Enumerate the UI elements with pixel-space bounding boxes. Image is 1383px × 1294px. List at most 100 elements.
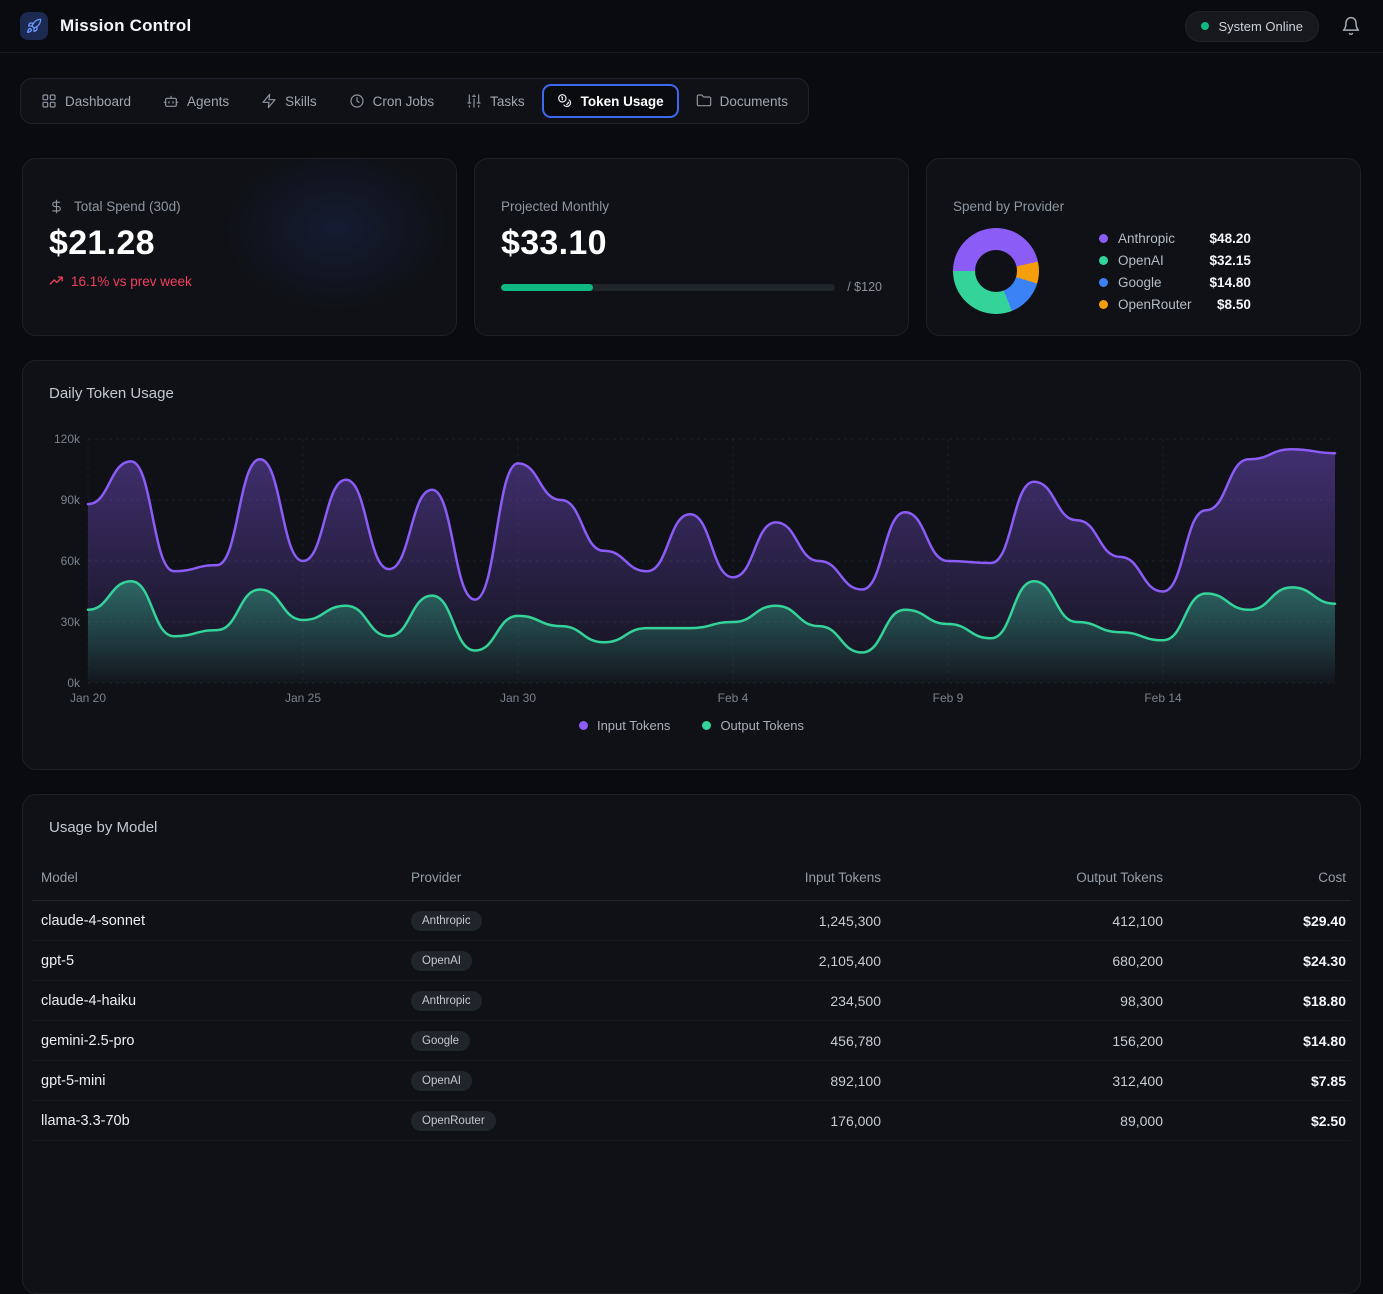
clock-icon	[349, 93, 365, 109]
column-header-input-tokens: Input Tokens	[632, 870, 890, 885]
input-tokens-cell: 176,000	[632, 1113, 890, 1129]
primary-nav: DashboardAgentsSkillsCron JobsTasksToken…	[20, 78, 809, 124]
provider-spend-value: $48.20	[1210, 231, 1251, 246]
nav-tab-cron-jobs[interactable]: Cron Jobs	[334, 84, 450, 118]
column-header-cost: Cost	[1172, 870, 1355, 885]
provider-legend-item: Anthropic	[1099, 231, 1192, 246]
projected-monthly-card: Projected Monthly $33.10 / $120	[474, 158, 909, 336]
model-name: gemini-2.5-pro	[32, 1033, 402, 1049]
provider-spend-value: $32.15	[1210, 253, 1251, 268]
nav-tab-skills[interactable]: Skills	[246, 84, 332, 118]
trend-text: 16.1% vs prev week	[71, 274, 192, 289]
table-row[interactable]: gemini-2.5-proGoogle456,780156,200$14.80	[32, 1021, 1351, 1061]
output-tokens-cell: 98,300	[890, 993, 1172, 1009]
table-header-row: ModelProviderInput TokensOutput TokensCo…	[32, 860, 1351, 901]
nav-tab-documents[interactable]: Documents	[681, 84, 803, 118]
output-tokens-cell: 312,400	[890, 1073, 1172, 1089]
legend-dot-icon	[1099, 278, 1108, 287]
provider-spend-value: $14.80	[1210, 275, 1251, 290]
spend-by-provider-card: Spend by Provider Anthropic $48.20 OpenAI $…	[926, 158, 1361, 336]
provider-donut-chart	[953, 228, 1039, 314]
output-tokens-cell: 412,100	[890, 913, 1172, 929]
daily-token-usage-panel: Daily Token Usage 0k30k60k90k120kJan 20J…	[22, 360, 1361, 770]
total-spend-card: Total Spend (30d) $21.28 16.1% vs prev w…	[22, 158, 457, 336]
notifications-button[interactable]	[1339, 14, 1363, 38]
app-logo	[20, 12, 48, 40]
input-tokens-cell: 2,105,400	[632, 953, 890, 969]
dashboard-grid-icon	[41, 93, 57, 109]
column-header-output-tokens: Output Tokens	[890, 870, 1172, 885]
page-title: Mission Control	[60, 16, 191, 36]
column-header-provider: Provider	[402, 870, 632, 885]
projected-monthly-label: Projected Monthly	[501, 199, 609, 214]
provider-cell: OpenAI	[402, 951, 632, 971]
model-name: claude-4-haiku	[32, 993, 402, 1009]
provider-badge: Google	[411, 1031, 470, 1051]
svg-text:60k: 60k	[61, 554, 81, 568]
chart-title: Daily Token Usage	[49, 385, 1334, 402]
svg-text:0k: 0k	[67, 676, 81, 690]
chart-legend: Input TokensOutput Tokens	[49, 718, 1334, 733]
spend-by-provider-title: Spend by Provider	[953, 199, 1064, 214]
cost-cell: $7.85	[1172, 1073, 1355, 1089]
status-dot	[1201, 22, 1209, 30]
table-row[interactable]: claude-4-sonnetAnthropic1,245,300412,100…	[32, 901, 1351, 941]
nav-tab-token-usage[interactable]: Token Usage	[542, 84, 679, 118]
provider-cell: OpenAI	[402, 1071, 632, 1091]
status-badge[interactable]: System Online	[1185, 11, 1319, 42]
cost-cell: $14.80	[1172, 1033, 1355, 1049]
provider-badge: Anthropic	[411, 911, 482, 931]
table-row[interactable]: gpt-5-miniOpenAI892,100312,400$7.85	[32, 1061, 1351, 1101]
stats-row: Total Spend (30d) $21.28 16.1% vs prev w…	[22, 158, 1361, 336]
table-row[interactable]: gpt-5OpenAI2,105,400680,200$24.30	[32, 941, 1351, 981]
svg-text:Feb 14: Feb 14	[1144, 691, 1182, 704]
app-header: Mission Control System Online	[0, 0, 1383, 53]
nav-tab-dashboard[interactable]: Dashboard	[26, 84, 146, 118]
provider-legend-item: OpenRouter	[1099, 297, 1192, 312]
provider-legend-item: Google	[1099, 275, 1192, 290]
budget-label: / $120	[847, 280, 882, 294]
svg-text:Feb 4: Feb 4	[718, 691, 749, 704]
input-tokens-cell: 892,100	[632, 1073, 890, 1089]
nav-tab-tasks[interactable]: Tasks	[451, 84, 540, 118]
svg-text:90k: 90k	[61, 493, 81, 507]
provider-spend-value: $8.50	[1210, 297, 1251, 312]
trend-indicator: 16.1% vs prev week	[49, 274, 430, 289]
status-label: System Online	[1218, 19, 1303, 34]
svg-text:Jan 20: Jan 20	[70, 691, 106, 704]
table-title: Usage by Model	[49, 819, 1334, 836]
projected-monthly-value: $33.10	[501, 224, 882, 263]
input-tokens-cell: 1,245,300	[632, 913, 890, 929]
usage-by-model-panel: Usage by Model ModelProviderInput Tokens…	[22, 794, 1361, 1294]
chart-legend-item: Output Tokens	[702, 718, 804, 733]
column-header-model: Model	[32, 870, 402, 885]
output-tokens-cell: 89,000	[890, 1113, 1172, 1129]
coins-icon	[557, 93, 573, 109]
provider-legend-item: OpenAI	[1099, 253, 1192, 268]
cost-cell: $29.40	[1172, 913, 1355, 929]
legend-dot-icon	[1099, 234, 1108, 243]
output-tokens-cell: 680,200	[890, 953, 1172, 969]
provider-badge: OpenAI	[411, 1071, 472, 1091]
total-spend-value: $21.28	[49, 224, 430, 263]
table-row[interactable]: claude-4-haikuAnthropic234,50098,300$18.…	[32, 981, 1351, 1021]
table-row[interactable]: llama-3.3-70bOpenRouter176,00089,000$2.5…	[32, 1101, 1351, 1141]
sliders-icon	[466, 93, 482, 109]
rocket-icon	[26, 18, 42, 34]
svg-text:Jan 30: Jan 30	[500, 691, 536, 704]
model-name: llama-3.3-70b	[32, 1113, 402, 1129]
svg-text:30k: 30k	[61, 615, 81, 629]
input-tokens-cell: 456,780	[632, 1033, 890, 1049]
legend-dot-icon	[579, 721, 588, 730]
nav-tab-agents[interactable]: Agents	[148, 84, 244, 118]
legend-dot-icon	[1099, 256, 1108, 265]
trending-up-icon	[49, 274, 64, 289]
provider-badge: Anthropic	[411, 991, 482, 1011]
legend-dot-icon	[1099, 300, 1108, 309]
cost-cell: $24.30	[1172, 953, 1355, 969]
model-name: gpt-5-mini	[32, 1073, 402, 1089]
provider-cell: Anthropic	[402, 991, 632, 1011]
usage-table: ModelProviderInput TokensOutput TokensCo…	[32, 860, 1351, 1141]
daily-token-usage-chart: 0k30k60k90k120kJan 20Jan 25Jan 30Feb 4Fe…	[49, 414, 1338, 704]
budget-progress-fill	[501, 284, 593, 291]
